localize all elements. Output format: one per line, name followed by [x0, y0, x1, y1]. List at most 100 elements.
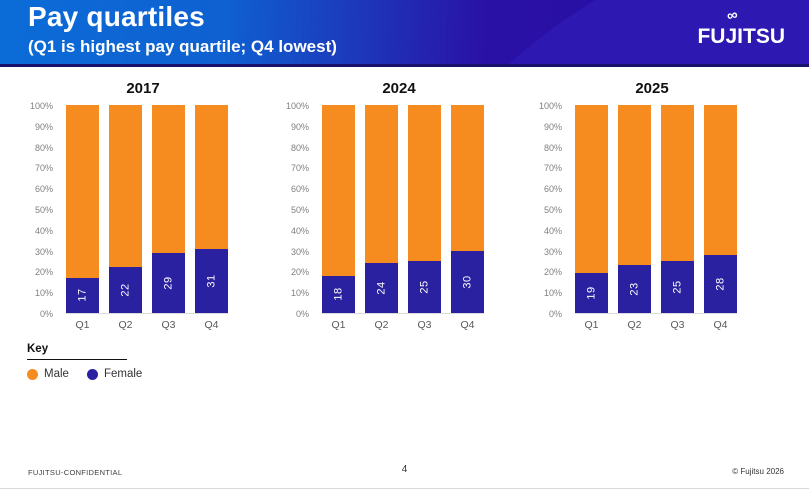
- bar-segment-male: [322, 105, 355, 276]
- y-axis-tick-label: 30%: [290, 246, 309, 257]
- bar-value-label: 31: [205, 274, 218, 288]
- stacked-bar-Q1: 19: [575, 105, 608, 313]
- chart-2024: 2024 100% 90% 80% 70% 60% 50% 40% 30% 20% 10% 0% 18 2…: [270, 80, 486, 331]
- bar-value-label: 22: [119, 283, 132, 297]
- x-axis-tick-label: Q4: [204, 319, 219, 331]
- bar-value-label: 23: [628, 282, 641, 296]
- footer-divider: [0, 488, 809, 489]
- bar-value-label: 25: [418, 280, 431, 294]
- stacked-bar-Q2: 22: [109, 105, 142, 313]
- stacked-bar-Q2: 24: [365, 105, 398, 313]
- header-banner: Pay quartiles (Q1 is highest pay quartil…: [0, 0, 809, 67]
- y-axis-tick-label: 60%: [34, 184, 53, 195]
- chart-body: 100% 90% 80% 70% 60% 50% 40% 30% 20% 10% 0% 18 24 25 3…: [270, 101, 486, 319]
- copyright-label: © Fujitsu 2026: [732, 467, 784, 476]
- legend: Key Male Female: [27, 343, 142, 380]
- y-axis-tick-label: 50%: [34, 205, 53, 215]
- bar-segment-female: 22: [109, 267, 142, 313]
- y-axis-tick-label: 0%: [548, 309, 562, 319]
- x-axis: Q1 Q2 Q3 Q4: [66, 319, 228, 331]
- legend-item-label: Male: [44, 368, 69, 380]
- bar-segment-male: [365, 105, 398, 264]
- chart-2017: 2017 100% 90% 80% 70% 60% 50% 40% 30% 20% 10% 0% 17 2…: [14, 80, 230, 331]
- bar-segment-male: [66, 105, 99, 278]
- bar-segment-female: 19: [575, 273, 608, 313]
- bar-segment-male: [618, 105, 651, 266]
- bar-segment-male: [451, 105, 484, 251]
- bar-segment-female: 24: [365, 263, 398, 313]
- x-axis-tick-label: Q4: [713, 319, 728, 331]
- bar-segment-male: [408, 105, 441, 261]
- legend-title: Key: [27, 343, 127, 360]
- chart-title: 2017: [126, 80, 160, 97]
- bar-value-label: 29: [162, 276, 175, 290]
- y-axis-tick-label: 0%: [39, 309, 53, 319]
- legend-item-label: Female: [103, 368, 143, 380]
- stacked-bar-Q4: 30: [451, 105, 484, 313]
- y-axis-tick-label: 80%: [290, 142, 309, 153]
- bar-value-label: 28: [714, 277, 727, 291]
- y-axis-tick-label: 20%: [290, 267, 309, 278]
- y-axis-tick-label: 90%: [543, 121, 562, 132]
- y-axis-tick-label: 80%: [34, 142, 53, 153]
- x-axis: Q1 Q2 Q3 Q4: [322, 319, 484, 331]
- y-axis-tick-label: 100%: [29, 101, 53, 111]
- stacked-bar-Q4: 31: [195, 105, 228, 313]
- legend-item-female: Female: [86, 368, 143, 380]
- bar-segment-female: 25: [408, 261, 441, 313]
- fujitsu-infinity-icon: ∞: [725, 6, 740, 25]
- x-axis-tick-label: Q1: [331, 319, 346, 331]
- x-axis-tick-label: Q2: [374, 319, 389, 331]
- y-axis-tick-label: 90%: [290, 121, 309, 132]
- y-axis-tick-label: 10%: [34, 288, 53, 299]
- y-axis-tick-label: 90%: [34, 121, 53, 132]
- y-axis-tick-label: 20%: [543, 267, 562, 278]
- footer-confidential-label: FUJITSU-CONFIDENTIAL: [28, 468, 123, 477]
- stacked-bar-Q3: 25: [408, 105, 441, 313]
- bar-value-label: 30: [461, 275, 474, 289]
- y-axis-tick-label: 10%: [543, 288, 562, 299]
- y-axis-tick-label: 10%: [290, 288, 309, 299]
- stacked-bar-Q2: 23: [618, 105, 651, 313]
- chart-body: 100% 90% 80% 70% 60% 50% 40% 30% 20% 10% 0% 19 23 25 2…: [523, 101, 739, 319]
- stacked-bar-Q3: 29: [152, 105, 185, 313]
- bar-segment-female: 31: [195, 248, 228, 313]
- fujitsu-logo-text: FUJITSU: [697, 25, 785, 48]
- bar-segment-male: [109, 105, 142, 268]
- y-axis-tick-label: 40%: [34, 225, 53, 236]
- x-axis-tick-label: Q2: [118, 319, 133, 331]
- x-axis: Q1 Q2 Q3 Q4: [575, 319, 737, 331]
- page-subtitle: (Q1 is highest pay quartile; Q4 lowest): [28, 37, 337, 56]
- x-axis-tick-label: Q4: [460, 319, 475, 331]
- y-axis-tick-label: 60%: [543, 184, 562, 195]
- stacked-bar-Q4: 28: [704, 105, 737, 313]
- plot-area: 17 22 29 31: [66, 105, 228, 314]
- y-axis: 100% 90% 80% 70% 60% 50% 40% 30% 20% 10% 0%: [270, 101, 322, 319]
- y-axis: 100% 90% 80% 70% 60% 50% 40% 30% 20% 10% 0%: [523, 101, 575, 319]
- y-axis-tick-label: 40%: [543, 225, 562, 236]
- y-axis-tick-label: 100%: [538, 101, 562, 111]
- x-axis-tick-label: Q3: [161, 319, 176, 331]
- x-axis-tick-label: Q1: [75, 319, 90, 331]
- x-axis-tick-label: Q2: [627, 319, 642, 331]
- plot-area: 18 24 25 30: [322, 105, 484, 314]
- x-axis-tick-label: Q3: [670, 319, 685, 331]
- bar-segment-male: [575, 105, 608, 274]
- legend-item-male: Male: [27, 368, 69, 380]
- plot-area: 19 23 25 28: [575, 105, 737, 314]
- y-axis-tick-label: 70%: [543, 163, 562, 174]
- bar-segment-female: 17: [66, 277, 99, 313]
- y-axis-tick-label: 100%: [285, 101, 309, 111]
- chart-body: 100% 90% 80% 70% 60% 50% 40% 30% 20% 10% 0% 17 22 29 3…: [14, 101, 230, 319]
- y-axis-tick-label: 40%: [290, 225, 309, 236]
- chart-title: 2025: [635, 80, 669, 97]
- bar-value-label: 19: [585, 286, 598, 300]
- bar-segment-male: [152, 105, 185, 253]
- bar-segment-female: 25: [661, 261, 694, 313]
- stacked-bar-Q1: 18: [322, 105, 355, 313]
- y-axis-tick-label: 70%: [290, 163, 309, 174]
- y-axis-tick-label: 0%: [295, 309, 309, 319]
- fujitsu-logo: ∞ FUJITSU: [685, 6, 785, 54]
- y-axis-tick-label: 30%: [543, 246, 562, 257]
- bar-segment-female: 18: [322, 275, 355, 313]
